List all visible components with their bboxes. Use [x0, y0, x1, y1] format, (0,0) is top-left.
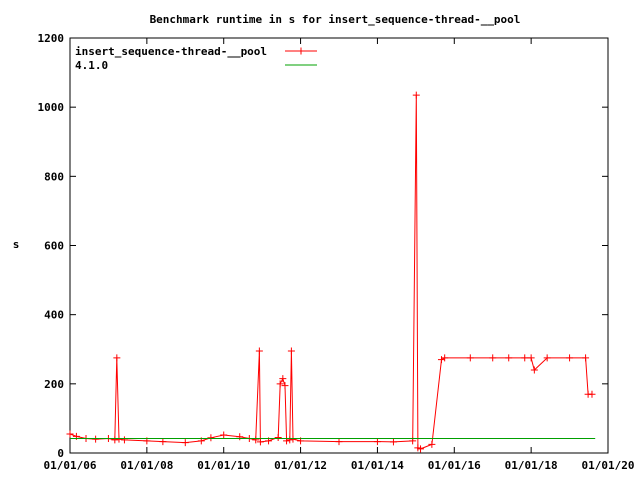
- data-point: [286, 436, 294, 444]
- data-point: [543, 354, 551, 362]
- data-point: [437, 356, 445, 364]
- data-point: [527, 354, 535, 362]
- data-point: [66, 430, 74, 438]
- data-point: [588, 390, 596, 398]
- axis-ticks: 0 200 400 600 800 1000 1200 01/01/06 01/01/08 01/…: [38, 32, 635, 472]
- data-point: [276, 380, 284, 388]
- y-tick-label: 1000: [38, 101, 65, 114]
- data-point: [120, 436, 128, 444]
- x-tick-label: 01/01/18: [505, 459, 558, 472]
- data-point: [287, 347, 295, 355]
- data-point: [252, 436, 260, 444]
- data-point: [489, 354, 497, 362]
- x-tick-label: 01/01/12: [274, 459, 327, 472]
- data-point: [279, 375, 287, 383]
- series-line-0: [69, 95, 592, 450]
- y-tick-label: 200: [44, 378, 64, 391]
- data-point: [113, 354, 121, 362]
- x-tick-label: 01/01/10: [197, 459, 250, 472]
- y-tick-label: 0: [57, 447, 64, 460]
- data-point: [281, 382, 289, 390]
- data-point: [566, 354, 574, 362]
- data-point: [220, 431, 228, 439]
- y-tick-label: 400: [44, 309, 64, 322]
- data-point: [274, 433, 282, 441]
- data-point: [412, 91, 420, 99]
- data-point: [521, 354, 529, 362]
- x-tick-label: 01/01/20: [582, 459, 635, 472]
- data-point: [207, 434, 215, 442]
- data-point: [373, 438, 381, 446]
- data-point: [159, 438, 167, 446]
- data-point: [441, 354, 449, 362]
- data-point: [389, 438, 397, 446]
- y-tick-label: 800: [44, 170, 64, 183]
- data-point: [428, 440, 436, 448]
- data-point: [111, 436, 119, 444]
- legend-label: insert_sequence-thread-__pool: [75, 45, 267, 58]
- data-point: [582, 354, 590, 362]
- data-point: [115, 435, 123, 443]
- data-point: [181, 439, 189, 447]
- data-point: [236, 433, 244, 441]
- chart-title: Benchmark runtime in s for insert_sequen…: [150, 13, 521, 26]
- data-point: [256, 438, 264, 446]
- y-tick-label: 1200: [38, 32, 65, 45]
- data-point: [505, 354, 513, 362]
- data-point: [530, 366, 538, 374]
- series-layer: [66, 91, 596, 453]
- x-tick-label: 01/01/08: [120, 459, 173, 472]
- legend-marker: [297, 47, 305, 55]
- legend-label: 4.1.0: [75, 59, 108, 72]
- y-axis-label: s: [13, 238, 20, 251]
- x-tick-label: 01/01/06: [44, 459, 97, 472]
- x-tick-label: 01/01/16: [428, 459, 481, 472]
- x-tick-label: 01/01/14: [351, 459, 404, 472]
- data-point: [335, 438, 343, 446]
- data-point: [92, 435, 100, 443]
- data-point: [417, 445, 425, 453]
- y-tick-label: 600: [44, 240, 64, 253]
- data-point: [466, 354, 474, 362]
- plot-frame: [69, 37, 609, 454]
- data-point: [255, 347, 263, 355]
- data-point: [289, 435, 297, 443]
